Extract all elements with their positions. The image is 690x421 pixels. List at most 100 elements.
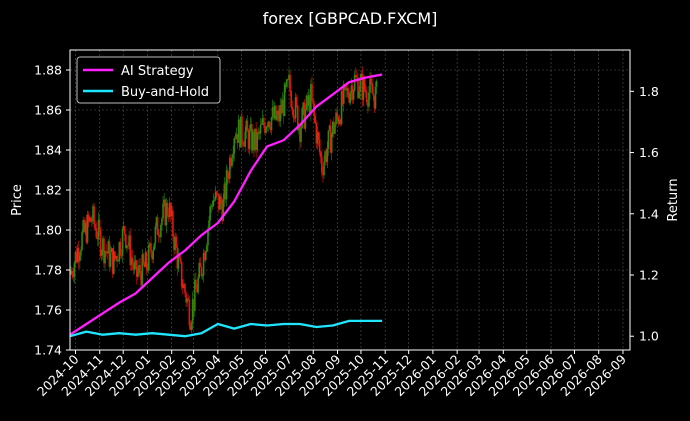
price-candle-body (241, 116, 243, 142)
price-candle-body (299, 125, 301, 142)
price-candle-body (87, 214, 90, 222)
y-right-tick-label: 1.8 (639, 84, 659, 99)
price-candle-body (278, 110, 280, 122)
price-candle-body (349, 92, 352, 103)
price-candle-body (110, 248, 113, 253)
price-candle-body (203, 252, 206, 261)
price-candle-body (348, 96, 351, 103)
price-candle-body (187, 298, 190, 301)
price-candle-body (196, 288, 198, 293)
price-candle-body (177, 255, 180, 269)
price-candle-body (153, 243, 156, 250)
price-candle-body (188, 300, 191, 326)
price-candle-body (371, 83, 374, 94)
price-candle-body (106, 252, 109, 254)
price-candle-body (341, 91, 344, 104)
price-candle-body (108, 241, 111, 267)
price-candle-body (282, 99, 285, 116)
price-candle-body (184, 283, 186, 294)
price-candle-body (116, 255, 118, 262)
return-lines (69, 73, 383, 338)
price-candle-body (328, 125, 331, 131)
price-candle-body (119, 242, 122, 256)
price-candle-body (93, 206, 95, 224)
y-right-tick-label: 1.4 (639, 206, 659, 221)
price-candle-body (209, 206, 211, 221)
price-candle-body (356, 76, 358, 78)
price-candle-body (290, 90, 292, 107)
y-axis-left-label: Price (10, 184, 25, 216)
price-candle-body (257, 131, 260, 133)
price-candle-body (279, 105, 282, 122)
price-candle-body (97, 219, 100, 240)
price-candle-body (222, 199, 225, 221)
price-candle-body (155, 217, 158, 227)
price-candle-body (96, 237, 99, 240)
price-candle-body (185, 293, 187, 303)
y-left-tick-label: 1.80 (34, 223, 62, 238)
price-candle-body (286, 79, 288, 88)
price-candle-body (337, 116, 340, 124)
price-candle-body (325, 151, 328, 163)
price-candle-body (183, 283, 185, 289)
price-candle-body (372, 93, 375, 96)
price-candle-body (227, 178, 230, 180)
price-candle-body (139, 264, 141, 274)
price-candle-body (230, 157, 232, 166)
price-candle-body (229, 157, 231, 179)
price-candle-body (122, 226, 125, 229)
price-candle-body (149, 243, 151, 245)
price-candle-body (276, 115, 278, 120)
price-candle-body (179, 258, 182, 262)
price-candle-body (157, 234, 160, 236)
legend-label-strategy: AI Strategy (121, 64, 194, 79)
price-candle-body (323, 161, 325, 176)
price-candle-body (264, 125, 266, 133)
price-candle-body (296, 105, 299, 131)
price-candle-body (138, 264, 140, 273)
price-candle-body (244, 131, 246, 147)
price-candle-body (293, 117, 296, 119)
price-candle-body (369, 78, 371, 93)
price-candle-body (189, 325, 192, 330)
price-candle-body (176, 247, 179, 269)
price-candle-body (310, 84, 312, 114)
price-candle-body (248, 129, 251, 149)
price-candle-body (145, 252, 148, 270)
price-candle-body (312, 99, 314, 104)
price-candle-body (134, 260, 137, 263)
price-candle-body (82, 220, 84, 233)
price-candle-body (327, 130, 330, 149)
price-candle-body (263, 118, 265, 126)
price-candle-body (236, 134, 239, 143)
price-candle-body (161, 218, 163, 225)
price-candle-body (140, 273, 142, 286)
price-candle-body (357, 77, 359, 99)
price-candle-body (144, 252, 147, 268)
price-candle-body (250, 124, 253, 151)
price-candle-body (131, 257, 134, 264)
price-candle-body (199, 262, 202, 267)
price-candle-body (373, 95, 376, 109)
price-candle-body (340, 91, 343, 125)
price-candle-body (294, 97, 297, 119)
price-candle-body (224, 183, 227, 200)
price-candle-body (212, 200, 215, 206)
price-candle-body (178, 255, 181, 259)
price-candle-body (226, 170, 229, 179)
price-candle-body (86, 214, 89, 243)
plot-frame (69, 49, 631, 351)
price-candle-body (295, 97, 298, 106)
price-candle-body (362, 77, 365, 100)
price-candle-body (218, 193, 220, 210)
price-candle-body (198, 262, 201, 278)
y-left-tick-label: 1.84 (34, 143, 62, 158)
y-right-tick-label: 1.0 (639, 329, 659, 344)
price-candle-body (275, 105, 277, 120)
price-candle-body (172, 210, 174, 237)
price-candle-body (90, 217, 92, 222)
price-candle-body (201, 275, 204, 277)
price-candle-body (168, 203, 171, 217)
price-candle-body (107, 241, 110, 254)
